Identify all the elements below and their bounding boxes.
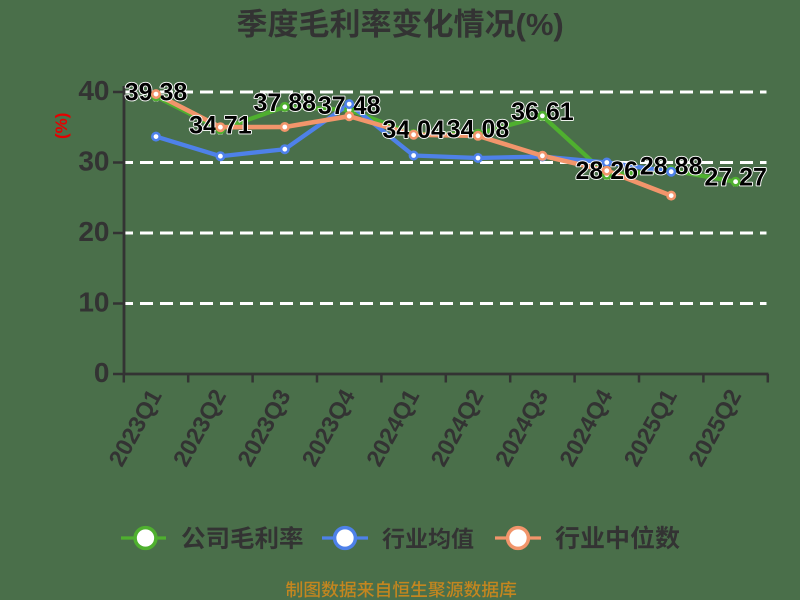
- svg-text:30: 30: [78, 146, 109, 177]
- svg-text:0: 0: [94, 357, 110, 388]
- svg-text:(%): (%): [516, 7, 564, 42]
- svg-text:28.26: 28.26: [576, 157, 639, 185]
- svg-text:20: 20: [78, 216, 109, 247]
- svg-text:10: 10: [78, 287, 109, 318]
- svg-text:(%): (%): [52, 113, 71, 139]
- svg-text:40: 40: [78, 75, 109, 106]
